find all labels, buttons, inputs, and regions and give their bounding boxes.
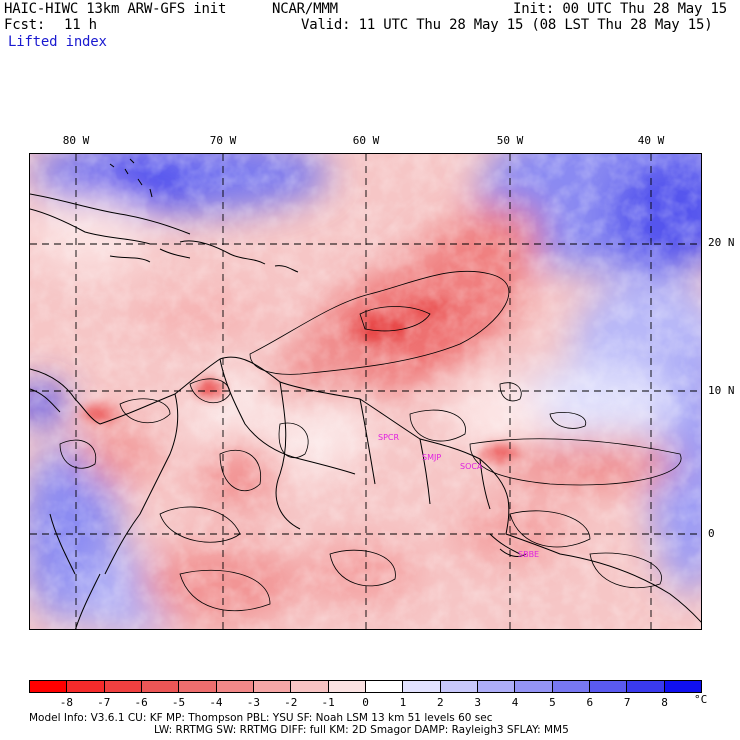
lon-label-80w: 80 W [62, 134, 90, 147]
colorbar-tick-label: -6 [134, 696, 148, 709]
colorbar-tick-label: -8 [59, 696, 73, 709]
colorbar-cell [141, 681, 180, 692]
init-time: Init: 00 UTC Thu 28 May 15 [513, 1, 727, 17]
forecast-hour: 11 h [64, 17, 97, 33]
model-title: HAIC-HIWC 13km ARW-GFS init [4, 1, 227, 17]
station-sbbe: SBBE [518, 550, 539, 559]
lat-label-10n: 10 N [708, 384, 735, 397]
station-spcr: SPCR [378, 433, 399, 442]
field-name: Lifted index [8, 34, 107, 50]
colorbar-cell [403, 681, 441, 692]
colorbar-cell [515, 681, 553, 692]
colorbar-cell [589, 681, 628, 692]
colorbar-cell [664, 681, 701, 692]
colorbar-tick-label: 1 [399, 696, 407, 709]
colorbar-tick-label: -2 [284, 696, 298, 709]
colorbar-cell [328, 681, 366, 692]
station-smjp: SMJP [422, 453, 441, 462]
colorbar-unit: °C [694, 693, 708, 706]
colorbar-tick-label: 2 [436, 696, 444, 709]
colorbar-cell [477, 681, 516, 692]
station-soca: SOCA [460, 462, 483, 471]
colorbar-cell [253, 681, 292, 692]
colorbar-cell [552, 681, 590, 692]
model-info-line-1: Model Info: V3.6.1 CU: KF MP: Thompson P… [29, 712, 493, 724]
colorbar-tick-label: -5 [171, 696, 186, 709]
colorbar-tick-label: 5 [549, 696, 556, 709]
colorbar-tick-label: 7 [623, 696, 631, 709]
colorbar-cell [365, 681, 404, 692]
valid-time: Valid: 11 UTC Thu 28 May 15 (08 LST Thu … [301, 17, 713, 33]
station-markers: SPCR SMJP SOCA SBBE [378, 433, 539, 559]
lat-label-0: 0 [708, 527, 715, 540]
colorbar-cell [67, 681, 105, 692]
colorbar-tick-label: -1 [321, 696, 335, 709]
colorbar-tick-label: 8 [661, 696, 668, 709]
lon-label-50w: 50 W [496, 134, 524, 147]
colorbar-cell [104, 681, 142, 692]
lon-label-60w: 60 W [352, 134, 380, 147]
colorbar-tick-label: 3 [474, 696, 481, 709]
coastlines [30, 158, 701, 629]
colorbar-tick-label: -3 [246, 696, 260, 709]
colorbar-cell [216, 681, 254, 692]
colorbar-cell [291, 681, 329, 692]
lon-label-40w: 40 W [637, 134, 665, 147]
field-texture [30, 154, 701, 629]
colorbar-cell [627, 681, 665, 692]
map-canvas: SPCR SMJP SOCA SBBE [30, 154, 701, 629]
lifted-index-map: SPCR SMJP SOCA SBBE [29, 153, 702, 630]
colorbar-cell [30, 681, 68, 692]
lon-label-70w: 70 W [209, 134, 237, 147]
lat-lon-grid [30, 154, 701, 629]
colorbar-tick-label: -4 [209, 696, 223, 709]
colorbar-tick-label: 6 [586, 696, 594, 709]
forecast-label: Fcst: [4, 17, 46, 33]
colorbar-tick-label: 4 [511, 696, 519, 709]
colorbar-tick-label: -7 [97, 696, 111, 709]
lat-label-20n: 20 N [708, 236, 735, 249]
colorbar [29, 680, 702, 693]
organization-label: NCAR/MMM [272, 1, 338, 17]
contour-lines [59, 270, 682, 612]
colorbar-cell [179, 681, 217, 692]
model-info-line-2: LW: RRTMG SW: RRTMG DIFF: full KM: 2D Sm… [154, 724, 569, 736]
colorbar-cell [440, 681, 478, 692]
colorbar-tick-label: 0 [362, 696, 369, 709]
